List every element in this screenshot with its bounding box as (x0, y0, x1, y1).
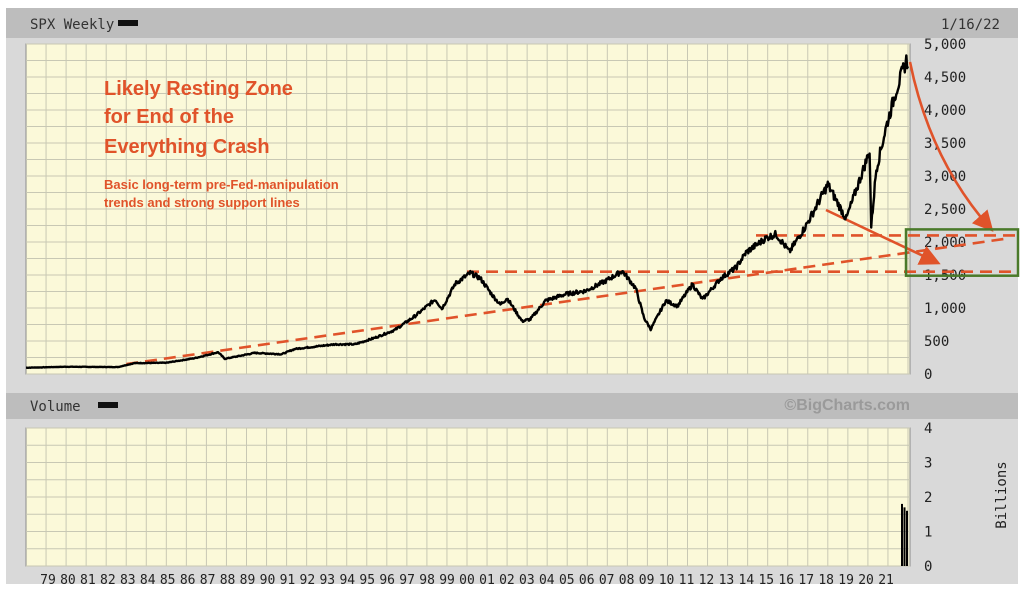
volume-y-tick-label: 0 (924, 559, 932, 575)
x-tick-label: 20 (858, 573, 874, 588)
volume-axis-label: Billions (994, 461, 1010, 528)
price-y-tick-label: 5,000 (924, 37, 966, 53)
x-tick-label: 99 (439, 573, 455, 588)
x-tick-label: 89 (240, 573, 256, 588)
x-tick-label: 94 (339, 573, 355, 588)
x-tick-label: 17 (798, 573, 814, 588)
x-tick-label: 92 (300, 573, 316, 588)
volume-legend-swatch-icon (98, 402, 118, 408)
x-tick-label: 95 (359, 573, 375, 588)
volume-y-tick-label: 3 (924, 456, 932, 472)
x-tick-label: 87 (200, 573, 216, 588)
annotation-title-line-3: Everything Crash (104, 136, 270, 158)
x-tick-label: 88 (220, 573, 236, 588)
x-tick-label: 08 (619, 573, 635, 588)
x-tick-label: 09 (639, 573, 655, 588)
x-tick-label: 93 (319, 573, 335, 588)
x-tick-label: 14 (739, 573, 755, 588)
legend-swatch-icon (118, 20, 138, 26)
arrow-from-peak (908, 61, 994, 232)
x-tick-label: 16 (778, 573, 794, 588)
annotation-subtitle-line-1: Basic long-term pre-Fed-manipulation (104, 177, 339, 192)
x-tick-label: 04 (539, 573, 555, 588)
x-tick-label: 80 (60, 573, 76, 588)
annotation-title-line-2: for End of the (104, 106, 234, 128)
price-y-tick-label: 2,500 (924, 202, 966, 218)
annotation-subtitle-line-2: trends and strong support lines (104, 195, 300, 210)
trend-line (126, 237, 1009, 366)
brand-label: ©BigCharts.com (784, 397, 910, 414)
price-y-tick-label: 500 (924, 334, 949, 350)
x-tick-labels: 79 80 81 82 83 84 85 86 87 88 89 90 91 92 93 94 95 96 97 98… (40, 573, 894, 588)
chart-title: SPX Weekly (30, 17, 114, 33)
x-tick-label: 12 (699, 573, 715, 588)
x-tick-label: 02 (499, 573, 515, 588)
price-y-tick-label: 0 (924, 367, 932, 383)
price-y-tick-label: 4,000 (924, 103, 966, 119)
volume-y-tick-label: 4 (924, 421, 932, 437)
x-tick-label: 98 (419, 573, 435, 588)
x-tick-label: 11 (679, 573, 695, 588)
x-tick-label: 96 (379, 573, 395, 588)
x-tick-label: 97 (399, 573, 415, 588)
x-tick-label: 05 (559, 573, 575, 588)
annotation-title-line-1: Likely Resting Zone (104, 78, 293, 100)
price-series-line (25, 54, 910, 369)
x-tick-label: 01 (479, 573, 495, 588)
price-y-tick-label: 3,500 (924, 136, 966, 152)
price-y-tick-label: 1,000 (924, 301, 966, 317)
x-tick-label: 00 (459, 573, 475, 588)
x-tick-label: 86 (180, 573, 196, 588)
grid (26, 43, 910, 567)
resting-zone-box (904, 228, 1020, 277)
volume-bar (906, 510, 908, 566)
x-tick-label: 19 (838, 573, 854, 588)
x-tick-label: 81 (80, 573, 96, 588)
volume-title: Volume (30, 399, 81, 415)
volume-y-ticks: 0 1 2 3 4 (924, 421, 932, 575)
volume-y-tick-label: 1 (924, 525, 932, 541)
x-tick-label: 18 (818, 573, 834, 588)
volume-bar (903, 507, 906, 566)
x-tick-label: 85 (160, 573, 176, 588)
chart-date: 1/16/22 (941, 17, 1000, 33)
x-tick-label: 84 (140, 573, 156, 588)
x-tick-label: 07 (599, 573, 615, 588)
x-tick-label: 06 (579, 573, 595, 588)
x-tick-label: 03 (519, 573, 535, 588)
x-tick-label: 83 (120, 573, 136, 588)
x-tick-label: 15 (758, 573, 774, 588)
x-tick-label: 90 (260, 573, 276, 588)
volume-bar (901, 503, 903, 566)
price-y-tick-label: 4,500 (924, 70, 966, 86)
volume-bars (901, 503, 908, 566)
x-tick-label: 91 (280, 573, 296, 588)
x-tick-label: 13 (719, 573, 735, 588)
x-tick-label: 21 (878, 573, 894, 588)
x-tick-label: 82 (100, 573, 116, 588)
volume-y-tick-label: 2 (924, 490, 932, 506)
x-tick-label: 10 (659, 573, 675, 588)
price-y-tick-label: 3,000 (924, 169, 966, 185)
x-tick-label: 79 (40, 573, 56, 588)
